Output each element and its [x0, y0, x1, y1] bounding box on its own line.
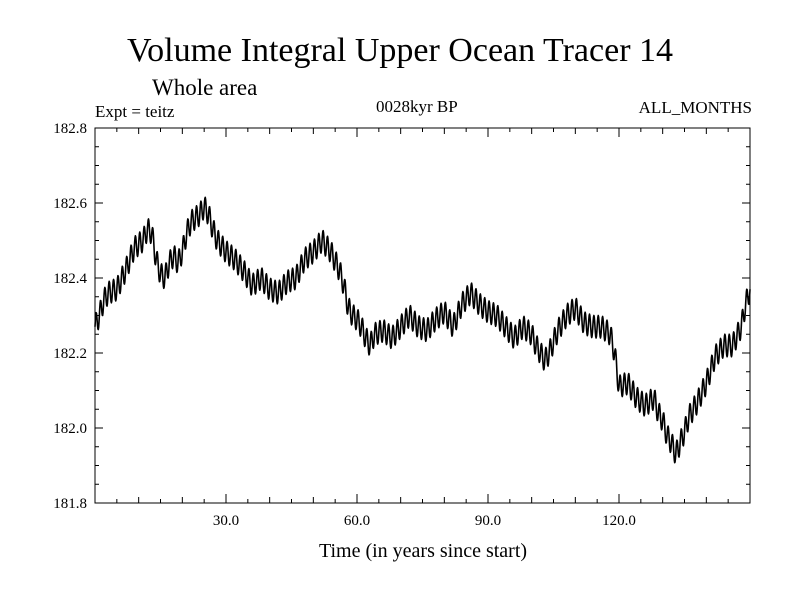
y-tick-label: 182.6: [53, 196, 87, 212]
experiment-label: Expt = teitz: [95, 102, 175, 121]
y-tick-label: 181.8: [53, 496, 87, 512]
chart-subtitle: Whole area: [152, 75, 258, 100]
period-label: 0028kyr BP: [376, 97, 458, 116]
months-label: ALL_MONTHS: [638, 98, 752, 117]
y-tick-label: 182.0: [53, 421, 87, 437]
x-tick-label: 60.0: [344, 513, 370, 529]
x-axis: 30.0 60.0 90.0 120.0: [116, 128, 729, 529]
x-axis-label: Time (in years since start): [319, 540, 527, 562]
y-tick-label: 182.2: [53, 346, 87, 362]
chart-title: Volume Integral Upper Ocean Tracer 14: [126, 32, 674, 69]
series-line: [94, 196, 751, 464]
y-tick-label: 182.4: [53, 271, 87, 287]
plot-area: [94, 127, 751, 504]
x-tick-label: 30.0: [213, 513, 239, 529]
plot-frame: [94, 127, 751, 504]
y-axis: 181.8 182.0 182.2 182.4 182.6 182.8: [53, 121, 750, 512]
x-tick-label: 90.0: [475, 513, 501, 529]
x-tick-label: 120.0: [602, 513, 636, 529]
y-tick-label: 182.8: [53, 121, 87, 137]
